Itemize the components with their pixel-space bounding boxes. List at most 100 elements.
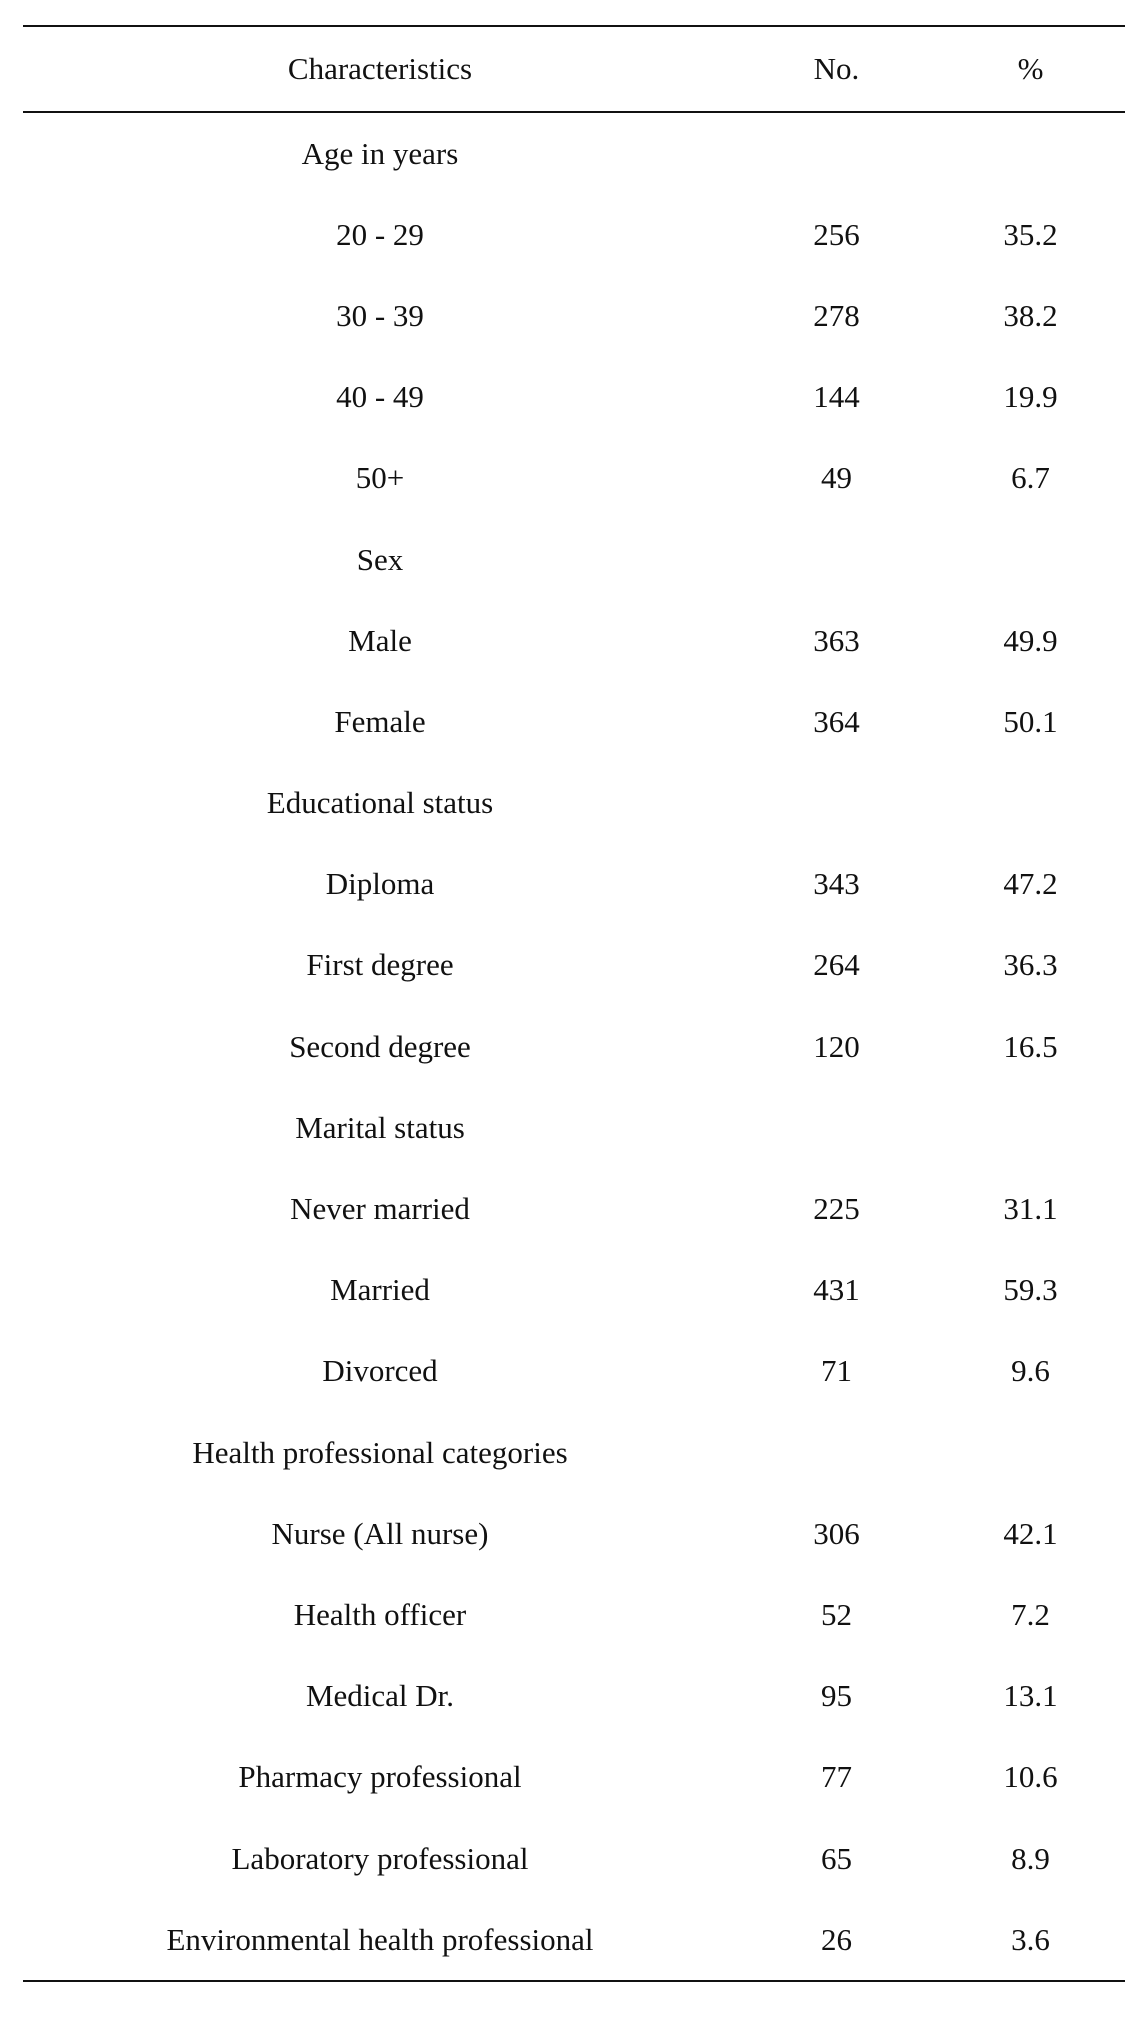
table-row: 20 - 29 256 35.2 [23, 194, 1125, 275]
row-number: 52 [821, 1596, 852, 1632]
row-label-cell: Environmental health professional [23, 1899, 737, 1983]
category-cell: Health professional categories [23, 1412, 737, 1493]
row-number: 49 [821, 460, 852, 496]
category-cell: Educational status [23, 763, 737, 844]
row-label: Health officer [293, 1596, 467, 1632]
category-label: Health professional categories [192, 1434, 568, 1470]
row-label: Laboratory professional [231, 1840, 529, 1876]
row-percent: 31.1 [1003, 1191, 1058, 1227]
row-label-cell: Never married [23, 1168, 737, 1249]
row-label: Diploma [325, 866, 435, 902]
row-label-cell: First degree [23, 925, 737, 1006]
category-label: Age in years [301, 135, 459, 171]
row-percent: 47.2 [1003, 866, 1058, 902]
row-number: 364 [813, 703, 860, 739]
row-label-cell: Pharmacy professional [23, 1737, 737, 1818]
header-number: No. [737, 25, 936, 113]
row-label: Female [334, 703, 426, 739]
table-row: Male 363 49.9 [23, 600, 1125, 681]
category-cell: Age in years [23, 112, 737, 194]
characteristics-table: Characteristics No. % Age in years 20 - 2… [23, 25, 1125, 1983]
row-percent: 9.6 [1011, 1353, 1050, 1389]
row-label: Environmental health professional [166, 1921, 594, 1957]
table-header: Characteristics No. % [23, 25, 1125, 113]
category-row: Marital status [23, 1087, 1125, 1168]
row-number: 225 [813, 1191, 860, 1227]
row-label: 50+ [355, 460, 405, 496]
row-percent: 6.7 [1011, 460, 1050, 496]
row-percent: 8.9 [1011, 1840, 1050, 1876]
empty-cell [936, 519, 1125, 600]
table-row: 40 - 49 144 19.9 [23, 357, 1125, 438]
table-row: Divorced 71 9.6 [23, 1331, 1125, 1412]
row-label: Never married [290, 1191, 470, 1227]
row-label-cell: Male [23, 600, 737, 681]
row-label: Pharmacy professional [238, 1759, 522, 1795]
category-cell: Marital status [23, 1087, 737, 1168]
table-row: Never married 225 31.1 [23, 1168, 1125, 1249]
category-label: Marital status [295, 1109, 465, 1145]
row-label-cell: Diploma [23, 844, 737, 925]
empty-cell [737, 1087, 936, 1168]
header-characteristics: Characteristics [23, 25, 737, 113]
row-percent: 3.6 [936, 1899, 1125, 1983]
row-label: Married [330, 1272, 430, 1308]
empty-cell [737, 112, 936, 194]
category-cell: Sex [23, 519, 737, 600]
row-label: Male [348, 622, 412, 658]
row-percent: 42.1 [1003, 1515, 1058, 1551]
category-label: Sex [356, 541, 404, 577]
row-number: 26 [737, 1899, 936, 1983]
row-number: 306 [813, 1515, 860, 1551]
row-percent: 13.1 [1003, 1678, 1058, 1714]
row-label: Second degree [289, 1028, 471, 1064]
header-row: Characteristics No. % [23, 25, 1125, 113]
table-row: Second degree 120 16.5 [23, 1006, 1125, 1087]
row-label-cell: 30 - 39 [23, 275, 737, 356]
table-row: 50+ 49 6.7 [23, 438, 1125, 519]
row-number: 256 [813, 216, 860, 252]
table-row: Nurse (All nurse) 306 42.1 [23, 1493, 1125, 1574]
row-label: 40 - 49 [336, 379, 424, 415]
characteristics-table-container: Characteristics No. % Age in years 20 - 2… [23, 25, 1125, 1983]
row-percent: 38.2 [1003, 297, 1058, 333]
row-number: 71 [821, 1353, 852, 1389]
empty-cell [936, 1087, 1125, 1168]
table-body: Age in years 20 - 29 256 35.2 30 - 39 278 38.2… [23, 112, 1125, 1983]
row-label: 30 - 39 [336, 297, 424, 333]
row-percent: 35.2 [1003, 216, 1058, 252]
empty-cell [737, 1412, 936, 1493]
row-label-cell: Health officer [23, 1574, 737, 1655]
row-label-cell: Married [23, 1250, 737, 1331]
row-label: Nurse (All nurse) [271, 1515, 489, 1551]
row-label-cell: 50+ [23, 438, 737, 519]
row-label-cell: Divorced [23, 1331, 737, 1412]
row-percent: 36.3 [1003, 947, 1058, 983]
category-row: Sex [23, 519, 1125, 600]
row-label-cell: 40 - 49 [23, 357, 737, 438]
row-number: 77 [821, 1759, 852, 1795]
empty-cell [737, 763, 936, 844]
row-percent: 10.6 [1003, 1759, 1058, 1795]
empty-cell [737, 519, 936, 600]
category-row: Health professional categories [23, 1412, 1125, 1493]
row-label-cell: 20 - 29 [23, 194, 737, 275]
row-number: 431 [813, 1272, 860, 1308]
category-row: Age in years [23, 112, 1125, 194]
table-row: Environmental health professional 26 3.6 [23, 1899, 1125, 1983]
table-row: Laboratory professional 65 8.9 [23, 1818, 1125, 1899]
empty-cell [936, 763, 1125, 844]
row-label-cell: Laboratory professional [23, 1818, 737, 1899]
table-row: 30 - 39 278 38.2 [23, 275, 1125, 356]
row-number: 278 [813, 297, 860, 333]
table-row: Medical Dr. 95 13.1 [23, 1656, 1125, 1737]
row-number: 120 [813, 1028, 860, 1064]
row-percent: 19.9 [1003, 379, 1058, 415]
row-label: Divorced [322, 1353, 438, 1389]
row-label: First degree [306, 947, 454, 983]
category-label: Educational status [266, 785, 494, 821]
row-label-cell: Nurse (All nurse) [23, 1493, 737, 1574]
table-row: Married 431 59.3 [23, 1250, 1125, 1331]
empty-cell [936, 112, 1125, 194]
row-label-cell: Medical Dr. [23, 1656, 737, 1737]
